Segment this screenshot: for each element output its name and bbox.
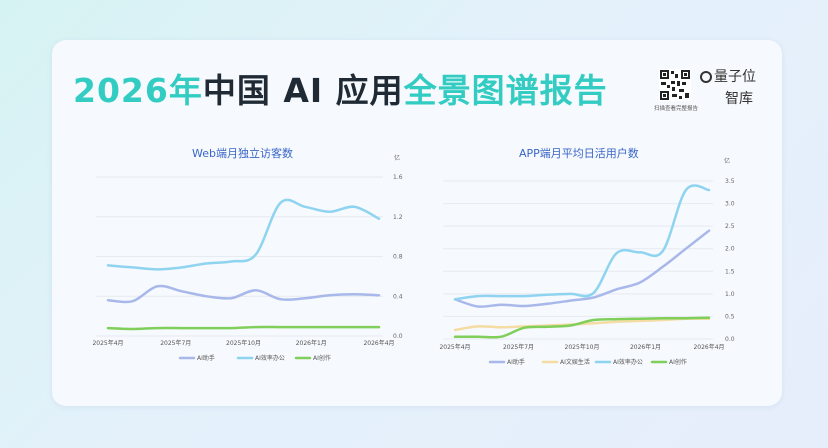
legend-label: AI文娱生活	[560, 358, 590, 366]
x-tick-label: 2026年4月	[363, 339, 394, 347]
legend-label: AI效率办公	[613, 358, 643, 366]
y-unit-label: 亿	[394, 154, 400, 162]
series-line	[106, 284, 381, 304]
y-tick-label: 0.0	[725, 336, 735, 343]
qr-caption: 扫描查看完整报告	[653, 106, 698, 112]
y-tick-label: 2.5	[725, 223, 735, 230]
brand-subtitle: 智库	[725, 91, 753, 107]
series-line	[453, 229, 711, 308]
title-report: 全景图谱报告	[403, 71, 608, 110]
legend-label: AI助手	[197, 354, 215, 362]
series-line	[106, 325, 381, 331]
title-year: 2026年	[73, 71, 203, 110]
legend-label: AI创作	[669, 358, 687, 366]
x-tick-label: 2025年10月	[565, 343, 600, 351]
y-tick-label: 1.2	[393, 214, 403, 221]
x-tick-label: 2025年7月	[503, 343, 534, 351]
x-tick-label: 2025年10月	[226, 339, 261, 347]
y-tick-label: 1.0	[725, 291, 735, 298]
chart-title-web: Web端月独立访客数	[192, 147, 293, 160]
x-tick-label: 2025年7月	[160, 339, 191, 347]
series-line	[106, 198, 381, 271]
y-tick-label: 0.5	[725, 313, 735, 320]
series-line	[453, 184, 711, 301]
x-tick-label: 2026年1月	[630, 343, 661, 351]
qr-code-icon[interactable]	[659, 69, 691, 101]
series-line	[453, 316, 711, 339]
report-card	[52, 40, 782, 406]
y-tick-label: 2.0	[725, 246, 735, 253]
report-title: 2026年中国 AI 应用全景图谱报告	[73, 64, 608, 112]
x-tick-label: 2025年4月	[92, 339, 123, 347]
y-tick-label: 3.0	[725, 201, 735, 208]
y-tick-label: 0.4	[393, 293, 403, 300]
legend-label: AI创作	[313, 354, 331, 362]
chart-title-app: APP端月平均日活用户数	[519, 147, 639, 160]
brand-q-icon	[700, 71, 712, 83]
y-tick-label: 1.5	[725, 268, 735, 275]
legend-label: AI效率办公	[255, 354, 285, 362]
y-tick-label: 3.5	[725, 178, 735, 185]
series-line	[453, 317, 711, 332]
x-tick-label: 2026年4月	[693, 343, 724, 351]
brand-logo: 量子位	[700, 66, 756, 86]
x-tick-label: 2026年1月	[296, 339, 327, 347]
x-tick-label: 2025年4月	[439, 343, 470, 351]
y-tick-label: 0.0	[393, 333, 403, 340]
title-subject: 中国 AI 应用	[202, 71, 404, 110]
brand-name: 量子位	[714, 69, 756, 85]
legend-label: AI助手	[507, 358, 525, 366]
y-tick-label: 1.6	[393, 174, 403, 181]
y-tick-label: 0.8	[393, 254, 403, 261]
y-unit-label: 亿	[724, 157, 730, 165]
